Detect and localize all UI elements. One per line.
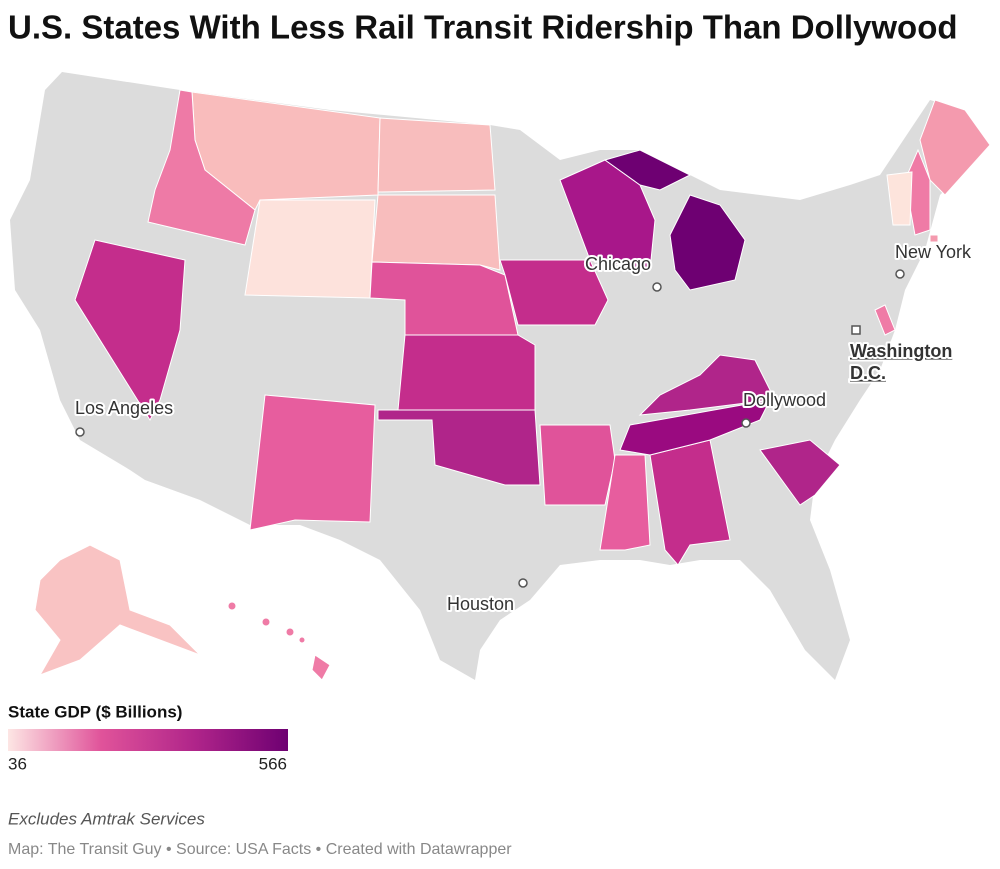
- city-marker: [895, 269, 905, 279]
- state: [285, 627, 295, 637]
- city-label: Dollywood: [743, 390, 826, 410]
- state: [74, 239, 186, 422]
- state: [377, 409, 541, 486]
- state: [599, 454, 651, 551]
- notes: Excludes Amtrak Services: [8, 809, 205, 828]
- state: [34, 544, 201, 676]
- state: [147, 89, 256, 246]
- state: [377, 117, 496, 193]
- city-label: New York: [895, 242, 972, 262]
- states: [34, 89, 991, 681]
- state: [619, 399, 771, 456]
- credit: Map: The Transit Guy • Source: USA Facts…: [8, 841, 512, 858]
- state: [249, 394, 376, 531]
- city-label: Los Angeles: [75, 398, 173, 418]
- state: [227, 601, 237, 611]
- city-marker: [518, 578, 528, 588]
- state: [539, 424, 616, 506]
- city-label: Houston: [447, 594, 514, 614]
- legend-min-label: 36: [8, 754, 27, 773]
- state: [929, 234, 939, 243]
- state: [638, 354, 771, 416]
- state: [397, 334, 536, 411]
- city-marker: [741, 418, 751, 428]
- city-label: Chicago: [585, 254, 651, 274]
- state: [759, 439, 841, 506]
- city-markers: [75, 269, 905, 588]
- city-labels: Chicago New York Washington D.C. Los Ang…: [73, 240, 974, 616]
- state: [371, 194, 501, 271]
- city-label: Washington: [850, 341, 952, 361]
- state: [669, 194, 746, 291]
- state: [261, 617, 271, 627]
- state: [298, 636, 306, 644]
- state: [311, 654, 331, 681]
- legend-gradient: [8, 729, 288, 751]
- state: [919, 99, 991, 196]
- state: [874, 304, 896, 336]
- city-marker: [851, 325, 861, 335]
- legend-title: State GDP ($ Billions): [8, 702, 182, 721]
- title: U.S. States With Less Rail Transit Rider…: [8, 9, 958, 46]
- city-label: D.C.: [850, 363, 886, 383]
- state: [244, 199, 376, 299]
- state: [886, 171, 913, 226]
- city-marker: [652, 282, 662, 292]
- legend-max-label: 566: [259, 754, 287, 773]
- us-map: Chicago New York Washington D.C. Los Ang…: [10, 72, 991, 681]
- city-marker: [75, 427, 85, 437]
- state: [603, 149, 692, 191]
